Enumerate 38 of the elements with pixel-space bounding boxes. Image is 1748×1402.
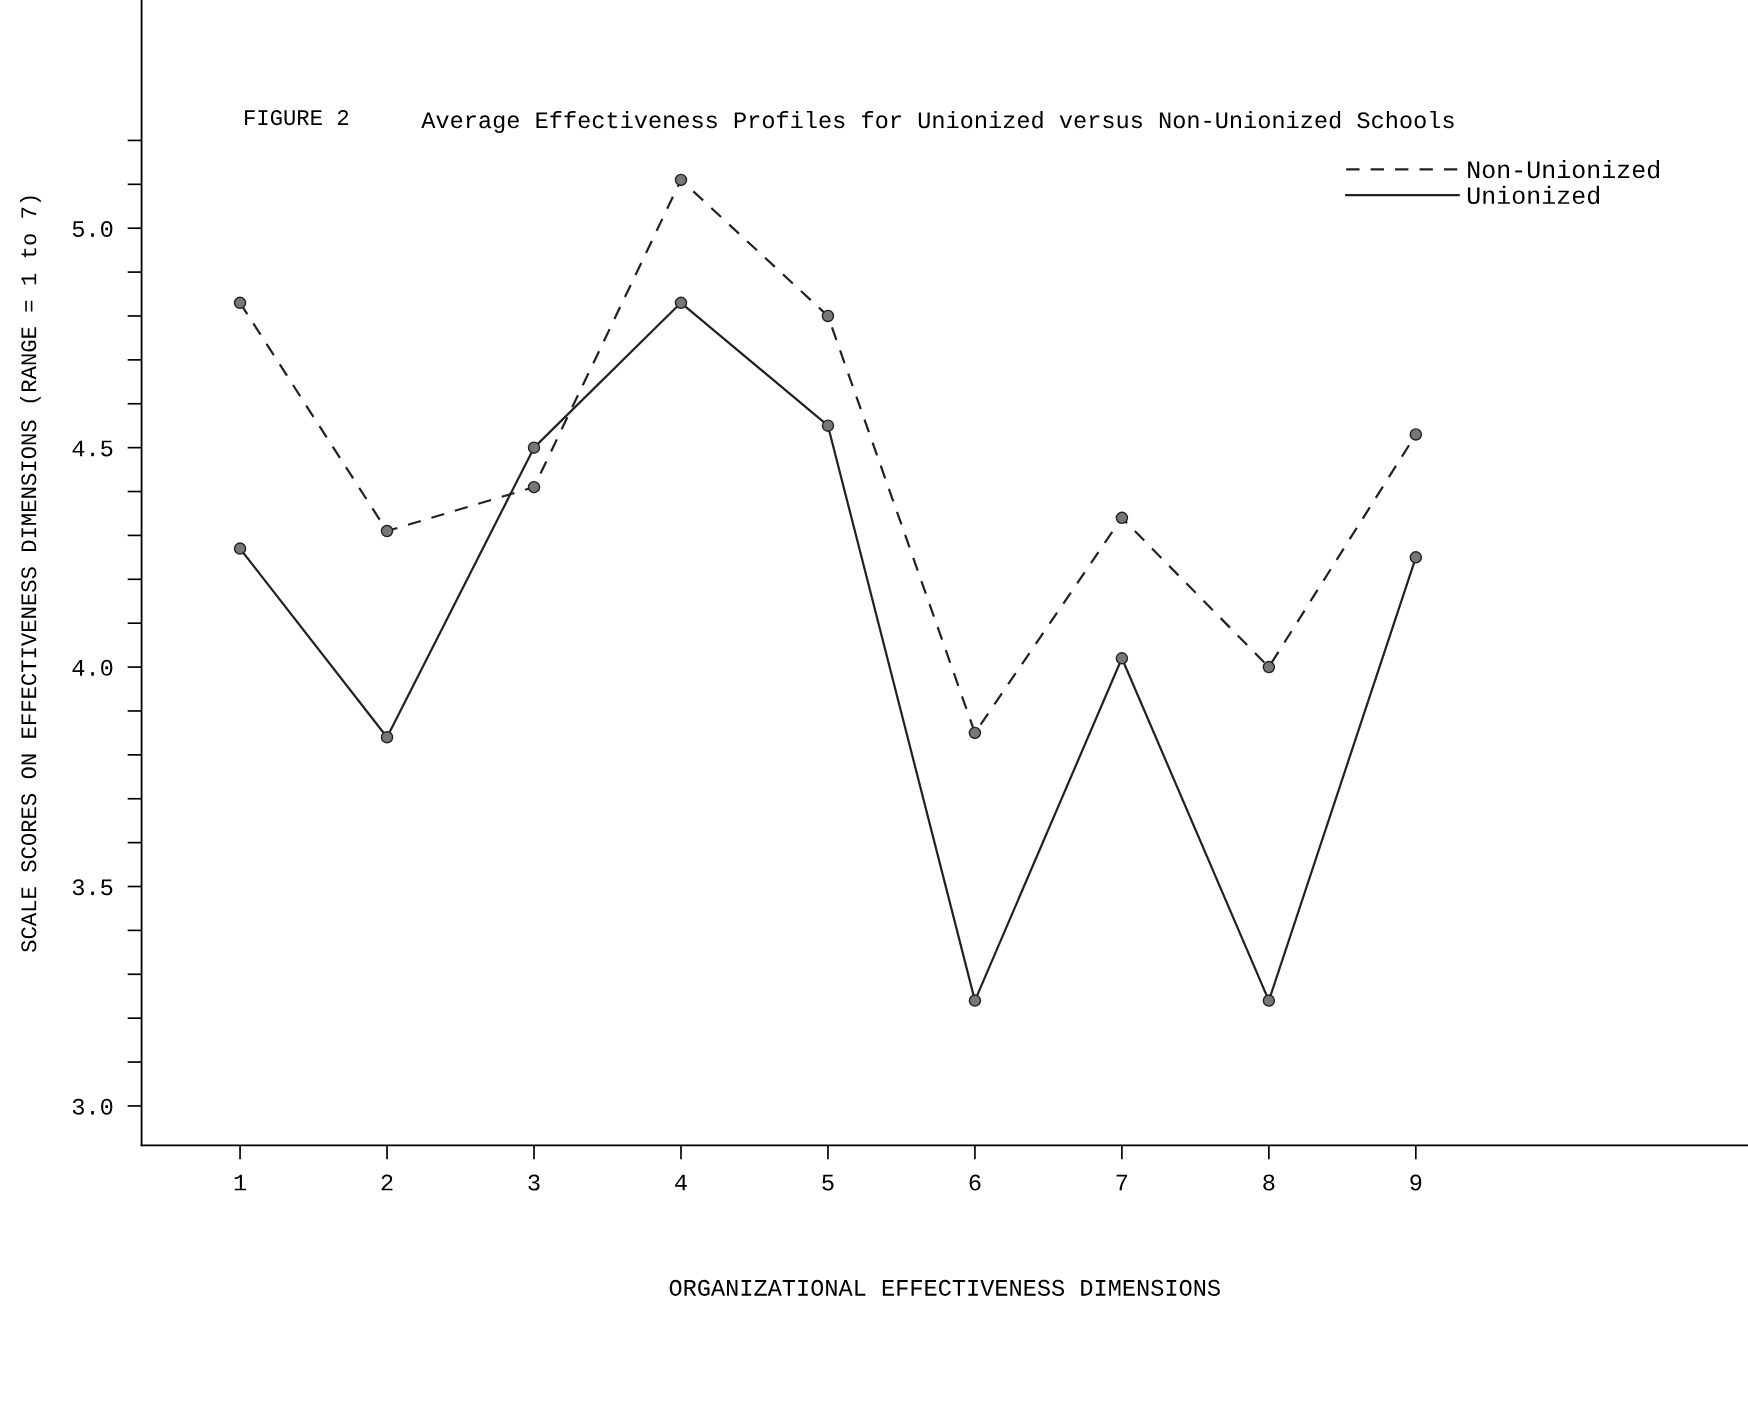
- x-tick-label: 3: [528, 1174, 540, 1191]
- point: [1262, 994, 1276, 1007]
- point: [821, 309, 835, 323]
- point: [968, 994, 982, 1007]
- point: [233, 542, 247, 555]
- legend-label: Non-Unionized: [1468, 159, 1660, 179]
- text: Average Effectiveness Profiles for Unionized versus Non-Unionized Schools: [421, 110, 1454, 133]
- x-tick-label: 4: [675, 1174, 687, 1191]
- x-tick-label: 5: [822, 1174, 834, 1191]
- y-tick-label: 4.5: [72, 440, 113, 457]
- point: [527, 441, 541, 454]
- point: [674, 296, 688, 310]
- point: [674, 173, 688, 187]
- y-tick-label: 3.5: [72, 879, 113, 896]
- point: [821, 419, 835, 432]
- point: [1409, 551, 1423, 564]
- x-axis-title: ORGANIZATIONAL EFFECTIVENESS DIMENSIONS: [669, 1279, 1220, 1296]
- x-tick-label: 1: [234, 1174, 246, 1191]
- x-tick-label: 2: [381, 1174, 393, 1191]
- point: [1262, 660, 1276, 674]
- x-tick-label: 6: [969, 1174, 981, 1191]
- legend-label: Unionized: [1467, 185, 1600, 205]
- point: [1115, 511, 1129, 525]
- x-tick-label: 8: [1263, 1174, 1275, 1191]
- x-tick-label: 9: [1410, 1174, 1422, 1191]
- y-axis-title: SCALE SCORES ON EFFECTIVENESS DIMENSIONS (RANGE = 1 to 7): [20, 196, 41, 952]
- point: [380, 731, 394, 744]
- point: [233, 296, 247, 310]
- point: [527, 480, 541, 494]
- point: [968, 726, 982, 740]
- x-tick-label: 7: [1116, 1174, 1128, 1191]
- y-tick-label: 4.0: [72, 659, 113, 676]
- annotation: FIGURE 2: [245, 110, 349, 126]
- point: [1409, 428, 1423, 441]
- point: [380, 524, 394, 538]
- y-tick-label: 5.0: [72, 220, 113, 237]
- point: [1115, 652, 1129, 665]
- y-tick-label: 3.0: [72, 1098, 113, 1115]
